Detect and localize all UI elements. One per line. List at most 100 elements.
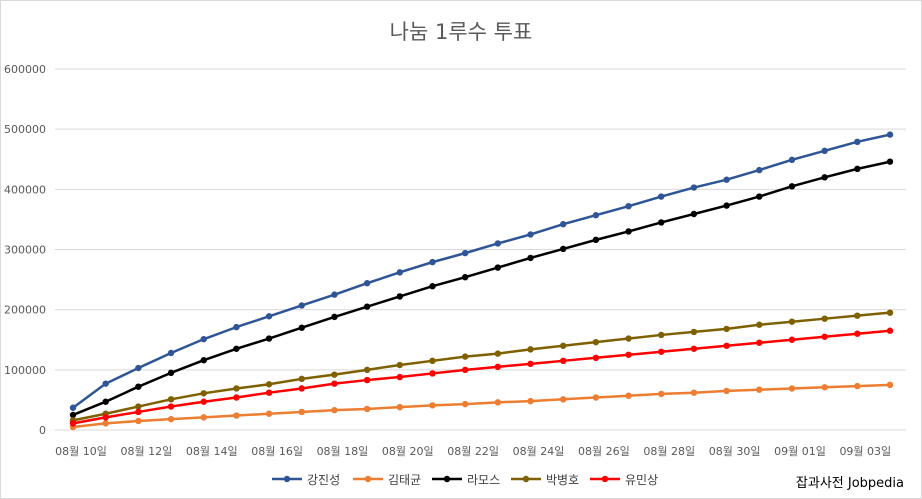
series-line (72, 160, 891, 417)
data-point (625, 228, 632, 235)
series-4 (69, 309, 894, 424)
data-point (102, 420, 109, 427)
data-point (331, 291, 338, 298)
legend-item: 강진성 (272, 470, 340, 488)
data-point (592, 212, 600, 219)
data-point (886, 158, 894, 165)
data-point (821, 384, 828, 391)
series-line (72, 311, 891, 422)
data-point (723, 342, 730, 349)
y-tick-label: 0 (39, 424, 46, 437)
data-point (233, 345, 240, 352)
data-point (854, 382, 861, 390)
data-point (135, 364, 142, 372)
line-chart: 0 100000 200000 300000 400000 500000 600000 08… (4, 63, 906, 458)
data-point (592, 394, 600, 401)
legend-label: 박병호 (546, 472, 580, 487)
data-point (429, 357, 436, 365)
series-1 (69, 131, 894, 411)
legend-swatch (590, 475, 620, 483)
credit-text: 잡과사전 Jobpedia (795, 476, 904, 491)
data-point (167, 396, 175, 403)
legend-label: 김태균 (388, 472, 422, 487)
data-point (69, 404, 77, 411)
data-point (690, 210, 698, 218)
data-point (429, 370, 436, 377)
data-point (756, 339, 763, 346)
legend: 강진성 김태균 라모스 박병호 유민상 (0, 470, 922, 490)
data-point (265, 381, 273, 388)
x-tick-label: 08월 28일 (643, 444, 695, 458)
data-point (788, 385, 796, 392)
data-point (494, 264, 502, 271)
data-point (527, 360, 534, 368)
legend-item: 김태균 (353, 470, 421, 488)
series-line (72, 383, 891, 429)
series-line (72, 133, 891, 409)
data-point (723, 176, 730, 183)
data-point (69, 420, 77, 427)
data-point (298, 375, 305, 383)
data-point (200, 398, 207, 405)
y-tick-label: 400000 (4, 183, 46, 196)
legend-label: 유민상 (625, 472, 659, 487)
data-point (200, 390, 207, 397)
series-3 (69, 158, 894, 419)
data-point (494, 240, 502, 247)
gridlines (55, 68, 906, 431)
data-point (363, 303, 371, 310)
data-point (821, 333, 828, 340)
data-point (331, 313, 338, 321)
data-point (854, 165, 861, 173)
x-axis-ticks: 08월 10일 08월 12일 08월 14일 08월 16일 08월 18일 08월 2… (55, 444, 891, 458)
data-point (854, 312, 861, 319)
y-tick-label: 500000 (4, 123, 46, 136)
data-point (658, 219, 665, 226)
series-5 (69, 327, 894, 427)
data-point (396, 361, 403, 369)
data-point (363, 279, 371, 287)
x-tick-label: 08월 18일 (317, 444, 369, 458)
data-point (429, 283, 436, 290)
data-point (625, 351, 632, 358)
data-point (592, 236, 600, 244)
data-point (69, 411, 77, 419)
data-point (461, 249, 469, 257)
legend-swatch (511, 475, 541, 483)
data-point (102, 398, 109, 405)
data-point (396, 293, 403, 300)
legend-swatch (272, 475, 302, 483)
data-point (461, 273, 469, 281)
data-point (265, 313, 273, 320)
data-point (560, 221, 567, 228)
y-tick-label: 600000 (4, 63, 46, 76)
series-line (72, 329, 891, 425)
data-point (854, 138, 861, 146)
data-point (690, 184, 698, 191)
data-point (396, 269, 403, 276)
data-point (658, 390, 665, 398)
data-point (527, 397, 534, 405)
x-tick-label: 08월 30일 (709, 444, 761, 458)
data-point (560, 245, 567, 253)
series-lines (69, 131, 894, 431)
data-point (723, 325, 730, 333)
data-point (821, 315, 828, 322)
data-point (298, 385, 305, 392)
legend-item: 유민상 (590, 470, 658, 488)
data-point (135, 408, 142, 416)
data-point (756, 321, 763, 328)
data-point (690, 345, 698, 352)
x-tick-label: 08월 26일 (578, 444, 630, 458)
data-point (560, 396, 567, 403)
data-point (102, 414, 109, 421)
data-point (756, 193, 763, 200)
x-tick-label: 08월 16일 (251, 444, 303, 458)
data-point (788, 318, 796, 325)
data-point (396, 403, 403, 411)
data-point (200, 414, 207, 421)
x-tick-label: 09월 03일 (839, 444, 891, 458)
data-point (560, 342, 567, 349)
data-point (461, 400, 469, 408)
data-point (854, 330, 861, 337)
